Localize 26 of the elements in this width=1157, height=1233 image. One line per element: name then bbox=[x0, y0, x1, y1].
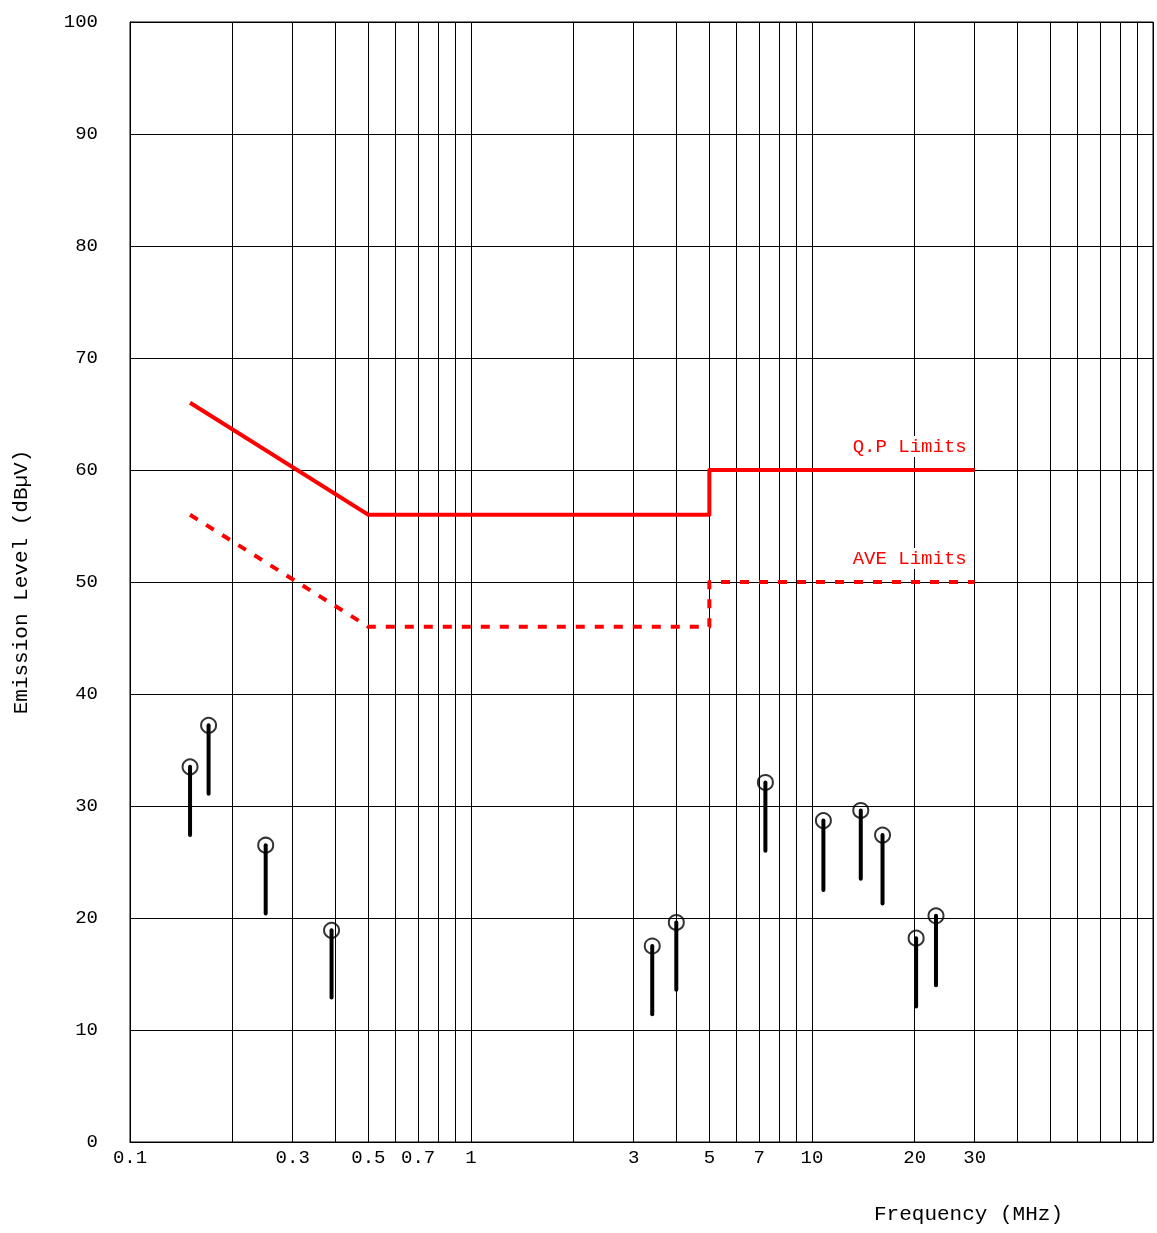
series-label: Q.P Limits bbox=[852, 435, 967, 458]
y-tick-label: 20 bbox=[75, 907, 98, 929]
y-tick-label: 50 bbox=[75, 571, 98, 593]
x-tick-label: 0.1 bbox=[112, 1146, 148, 1169]
x-tick-label: 0.7 bbox=[401, 1146, 436, 1169]
x-tick-label: 30 bbox=[963, 1146, 987, 1169]
x-tick-label: 20 bbox=[903, 1146, 927, 1169]
y-tick-label: 40 bbox=[75, 683, 98, 705]
x-tick-label: 1 bbox=[465, 1146, 477, 1169]
x-tick-label: 7 bbox=[753, 1146, 765, 1169]
y-tick-label: 80 bbox=[75, 235, 98, 257]
x-tick-label: 10 bbox=[800, 1146, 824, 1169]
y-tick-label: 0 bbox=[86, 1131, 98, 1153]
y-tick-label: 90 bbox=[75, 123, 98, 145]
y-tick-label: 70 bbox=[75, 347, 98, 369]
y-tick-label: 60 bbox=[75, 459, 98, 481]
y-tick-label: 100 bbox=[63, 11, 98, 33]
x-axis-title: Frequency (MHz) bbox=[873, 1203, 1063, 1226]
x-tick-label: 3 bbox=[628, 1146, 640, 1169]
x-tick-label: 0.5 bbox=[351, 1146, 386, 1169]
y-tick-label: 10 bbox=[75, 1019, 98, 1041]
x-tick-label: 5 bbox=[703, 1146, 716, 1169]
x-tick-label: 0.3 bbox=[275, 1146, 310, 1169]
y-axis-title: Emission Level (dBµV) bbox=[10, 449, 33, 715]
series-label: AVE Limits bbox=[852, 547, 967, 570]
y-tick-label: 30 bbox=[75, 795, 98, 817]
